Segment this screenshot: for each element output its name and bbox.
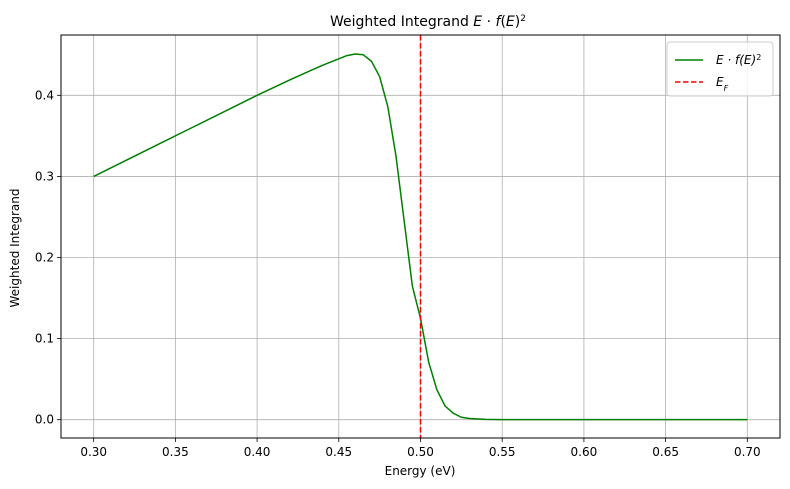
x-tick-label: 0.65 bbox=[652, 445, 679, 459]
x-axis-label: Energy (eV) bbox=[385, 464, 456, 478]
x-tick-label: 0.45 bbox=[325, 445, 352, 459]
y-tick-label: 0.1 bbox=[35, 332, 54, 346]
y-tick-label: 0.3 bbox=[35, 169, 54, 183]
y-tick-label: 0.4 bbox=[35, 88, 54, 102]
y-axis: 0.0 0.1 0.2 0.3 0.4 bbox=[35, 88, 61, 427]
x-tick-label: 0.35 bbox=[162, 445, 189, 459]
legend-label-weighted-integrand: E · f(E)2 bbox=[716, 53, 761, 68]
plot-area bbox=[93, 35, 748, 438]
x-tick-label: 0.55 bbox=[489, 445, 516, 459]
weighted-integrand-line bbox=[93, 53, 748, 421]
legend: E · f(E)2 EF bbox=[666, 41, 774, 97]
x-tick-label: 0.70 bbox=[734, 445, 761, 459]
x-tick-label: 0.60 bbox=[571, 445, 598, 459]
chart-title: Weighted Integrand E · f(E)2 bbox=[330, 14, 526, 30]
y-tick-label: 0.0 bbox=[35, 413, 54, 427]
x-axis: 0.30 0.35 0.40 0.45 0.50 0.55 0.60 0.65 0.70 bbox=[80, 438, 761, 459]
y-axis-label: Weighted Integrand bbox=[8, 189, 22, 308]
y-tick-label: 0.2 bbox=[35, 251, 54, 265]
x-tick-label: 0.30 bbox=[80, 445, 107, 459]
x-tick-label: 0.50 bbox=[407, 445, 434, 459]
x-tick-label: 0.40 bbox=[244, 445, 271, 459]
